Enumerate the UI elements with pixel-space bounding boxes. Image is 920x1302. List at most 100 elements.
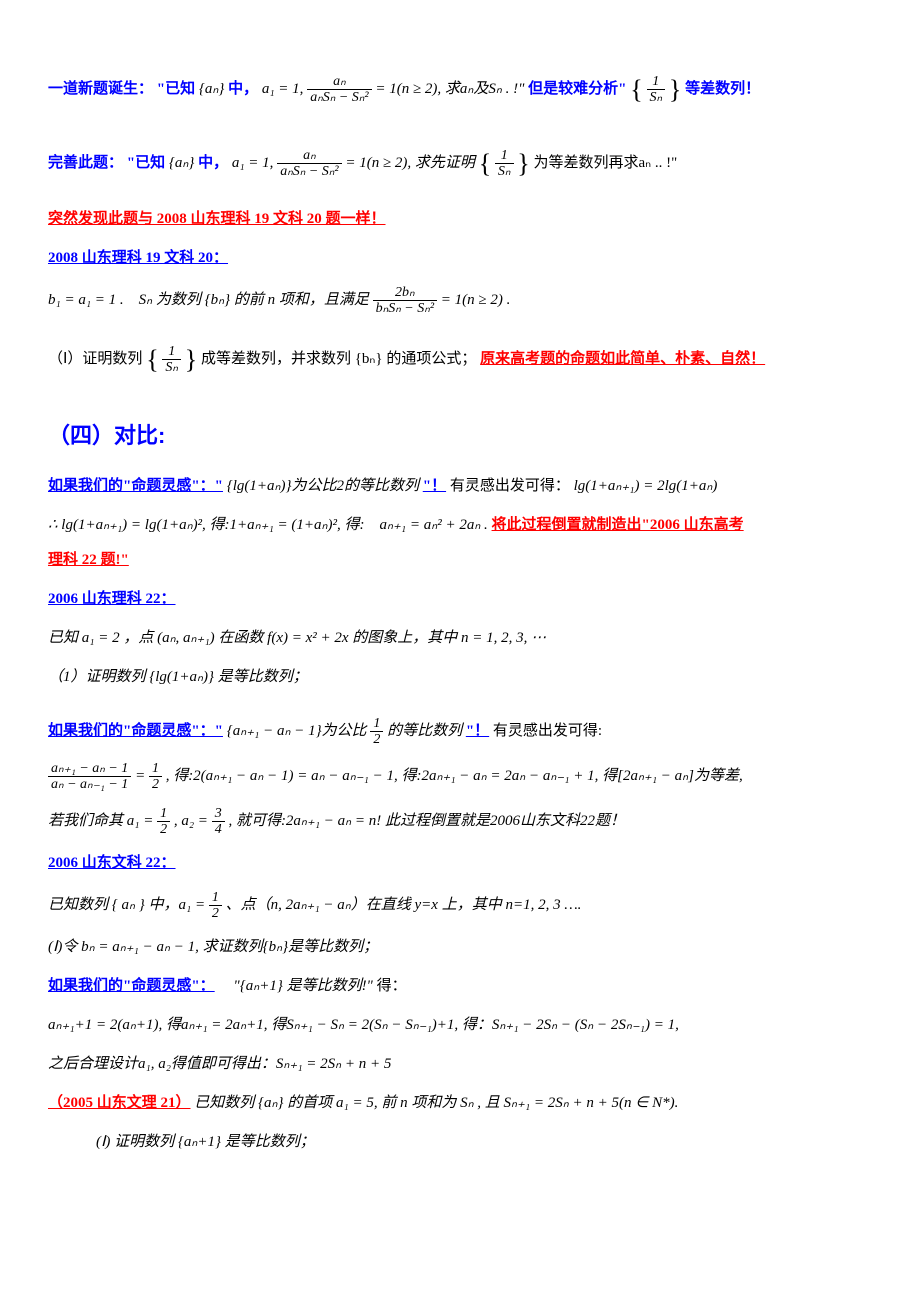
d2b-f1: 1 2 [157,806,170,838]
p2008a-frac: 2bₙ bₙSₙ − Sₙ² [373,285,437,317]
insp2-mid: "！ [466,723,489,739]
insp2-pre: 如果我们的"命题灵感"：" [48,723,223,739]
eq-pre2: a₁ = 1, [232,155,277,171]
p2006w1-fd: 2 [209,906,222,921]
deriv2-eq: = [135,768,149,784]
d2b-pre: 若我们命其 a₁ = [48,813,157,829]
bd2: Sₙ [495,164,514,179]
p2008b-frac: 1 Sₙ [162,344,181,376]
p2008b-red: 原来高考题的命题如此简单、朴素、自然！ [480,351,765,367]
p2008b-pre: （Ⅰ）证明数列 [48,351,146,367]
rbrace2-icon: } [517,149,529,178]
tail-pre: 但是较难分析" [528,81,626,97]
d2bf2n: 3 [212,806,225,822]
insp1-mid: "！ [423,478,446,494]
d2b-f2: 3 4 [212,806,225,838]
insp3-pre: 如果我们的"命题灵感"： [48,978,215,994]
insp1-pre: 如果我们的"命题灵感"：" [48,478,223,494]
d2f1n: aₙ₊₁ − aₙ − 1 [48,761,131,777]
seq-an2: {aₙ} [169,155,194,171]
p2008a-post: = 1(n ≥ 2) . [441,292,511,308]
problem-2008b: （Ⅰ）证明数列 { 1 Sₙ } 成等差数列，并求数列 {bₙ} 的通项公式； … [48,326,872,394]
p2008a-pre: b₁ = a₁ = 1 . Sₙ 为数列 {bₙ} 的前 n 项和，且满足 [48,292,373,308]
p2006w-2: (Ⅰ)令 bₙ = aₙ₊₁ − aₙ − 1, 求证数列{bₙ}是等比数列； [48,931,872,964]
d2b-mid: , a₂ = [174,813,212,829]
p2008a-fd: bₙSₙ − Sₙ² [373,301,437,316]
derivation-1: ∴ lg(1+aₙ₊₁) = lg(1+aₙ)², 得:1+aₙ₊₁ = (1+… [48,509,872,542]
new-problem-line: 一道新题诞生： "已知 {aₙ} 中， a₁ = 1, aₙ aₙSₙ − Sₙ… [48,56,872,124]
inspiration-3: 如果我们的"命题灵感"： "{aₙ+1} 是等比数列!" 得： [48,970,872,1003]
deriv2-post: , 得:2(aₙ₊₁ − aₙ − 1) = aₙ − aₙ₋₁ − 1, 得:… [166,768,743,784]
d2f2n: 1 [149,761,162,777]
frac-num: aₙ [307,74,371,90]
fd2: aₙSₙ − Sₙ² [277,164,341,179]
d2bf2d: 4 [212,822,225,837]
fraction-1: aₙ aₙSₙ − Sₙ² [307,74,371,106]
p2008b-mid: 成等差数列，并求数列 {bₙ} 的通项公式； [201,351,476,367]
frac-den: aₙSₙ − Sₙ² [307,90,371,105]
ref-2006-like: 2006 山东理科 22： [48,583,872,616]
lbrace2-icon: { [479,149,491,178]
insp2-body-post: 的等比数列 [387,723,466,739]
tail2: 为等差数列再求aₙ .. !" [533,155,677,171]
p2006l-2: （1）证明数列 {lg(1+aₙ)} 是等比数列； [48,661,872,694]
ref2005-post: 已知数列 {aₙ} 的首项 a₁ = 5, 前 n 项和为 Sₙ , 且 Sₙ₊… [194,1095,678,1111]
ref-2008: 2008 山东理科 19 文科 20： [48,242,872,275]
insp3-after: 得： [377,978,407,994]
insp2-body-pre: {aₙ₊₁ − aₙ − 1}为公比 [227,723,367,739]
insp1-eq: lg(1+aₙ₊₁) = 2lg(1+aₙ) [574,478,718,494]
derivation-2: aₙ₊₁ − aₙ − 1 aₙ − aₙ₋₁ − 1 = 1 2 , 得:2(… [48,757,872,796]
deriv2-frac2: 1 2 [149,761,162,793]
bn: 1 [647,74,666,90]
inspiration-1: 如果我们的"命题灵感"：" {lg(1+aₙ)}为公比2的等比数列 "！ 有灵感… [48,470,872,503]
p2008b-bn: 1 [162,344,181,360]
ref-2005: （2005 山东文理 21） 已知数列 {aₙ} 的首项 a₁ = 5, 前 n… [48,1087,872,1120]
seq-an: {aₙ} [199,81,224,97]
deriv1-pre: ∴ lg(1+aₙ₊₁) = lg(1+aₙ)², 得:1+aₙ₊₁ = (1+… [48,517,492,533]
mid-text: 中， [228,81,258,97]
derivation-3a: aₙ₊₁+1 = 2(aₙ+1), 得aₙ₊₁ = 2aₙ+1, 得Sₙ₊₁ −… [48,1009,872,1042]
insp3-body: "{aₙ+1} 是等比数列!" [218,978,372,994]
discovery-note: 突然发现此题与 2008 山东理科 19 文科 20 题一样！ [48,203,872,236]
p2006w1-pre: 已知数列 { aₙ } 中，a₁ = [48,897,209,913]
ref-2006-wen: 2006 山东文科 22： [48,847,872,880]
d2bf1d: 2 [157,822,170,837]
mid2: 中， [198,155,228,171]
new-problem-prefix: 一道新题诞生： [48,81,153,97]
ref2005-red: （2005 山东文理 21） [48,1095,191,1111]
refined-problem-line: 完善此题： "已知 {aₙ} 中， a₁ = 1, aₙ aₙSₙ − Sₙ² … [48,130,872,198]
d2f2d: 2 [149,777,162,792]
p2006w1-post: 、点（n, 2aₙ₊₁ − aₙ）在直线 y=x 上，其中 n=1, 2, 3 … [226,897,582,913]
p2008a-fn: 2bₙ [373,285,437,301]
rbrace3-icon: } [185,345,197,374]
eq-post2: = 1(n ≥ 2), 求先证明 [345,155,475,171]
insp1-after: 有灵感出发可得： [450,478,570,494]
lbrace3-icon: { [146,345,158,374]
fraction-2: aₙ aₙSₙ − Sₙ² [277,148,341,180]
inspiration-2: 如果我们的"命题灵感"：" {aₙ₊₁ − aₙ − 1}为公比 1 2 的等比… [48,712,872,751]
insp2-fd: 2 [370,732,383,747]
lbrace-icon: { [630,75,642,104]
derivation-1b: 理科 22 题!" [48,544,872,577]
rbrace-icon: } [669,75,681,104]
p2006w1-fn: 1 [209,890,222,906]
p2006w-1: 已知数列 { aₙ } 中，a₁ = 1 2 、点（n, 2aₙ₊₁ − aₙ）… [48,886,872,925]
insp2-frac: 1 2 [370,716,383,748]
derivation-3b: 之后合理设计a₁, a₂得值即可得出：Sₙ₊₁ = 2Sₙ + n + 5 [48,1048,872,1081]
derivation-2b: 若我们命其 a₁ = 1 2 , a₂ = 3 4 , 就可得:2aₙ₊₁ − … [48,802,872,841]
q1-open: "已知 [157,81,195,97]
insp2-after: 有灵感出发可得: [493,723,602,739]
refine-prefix: 完善此题： [48,155,123,171]
section-4-header: （四）对比: [48,412,872,460]
bn2: 1 [495,148,514,164]
d2b-post: , 就可得:2aₙ₊₁ − aₙ = n! 此过程倒置就是2006山东文科22题… [228,813,625,829]
q2-open: "已知 [127,155,165,171]
deriv1-red: 将此过程倒置就制造出"2006 山东高考 [492,517,744,533]
insp2-fn: 1 [370,716,383,732]
p2008b-bd: Sₙ [162,360,181,375]
insp1-body: {lg(1+aₙ)}为公比2的等比数列 [227,478,423,494]
d2f1d: aₙ − aₙ₋₁ − 1 [48,777,131,792]
bd: Sₙ [647,90,666,105]
problem-2008a: b₁ = a₁ = 1 . Sₙ 为数列 {bₙ} 的前 n 项和，且满足 2b… [48,281,872,320]
p2006l-1: 已知 a₁ = 2 ，点 (aₙ, aₙ₊₁) 在函数 f(x) = x² + … [48,622,872,655]
